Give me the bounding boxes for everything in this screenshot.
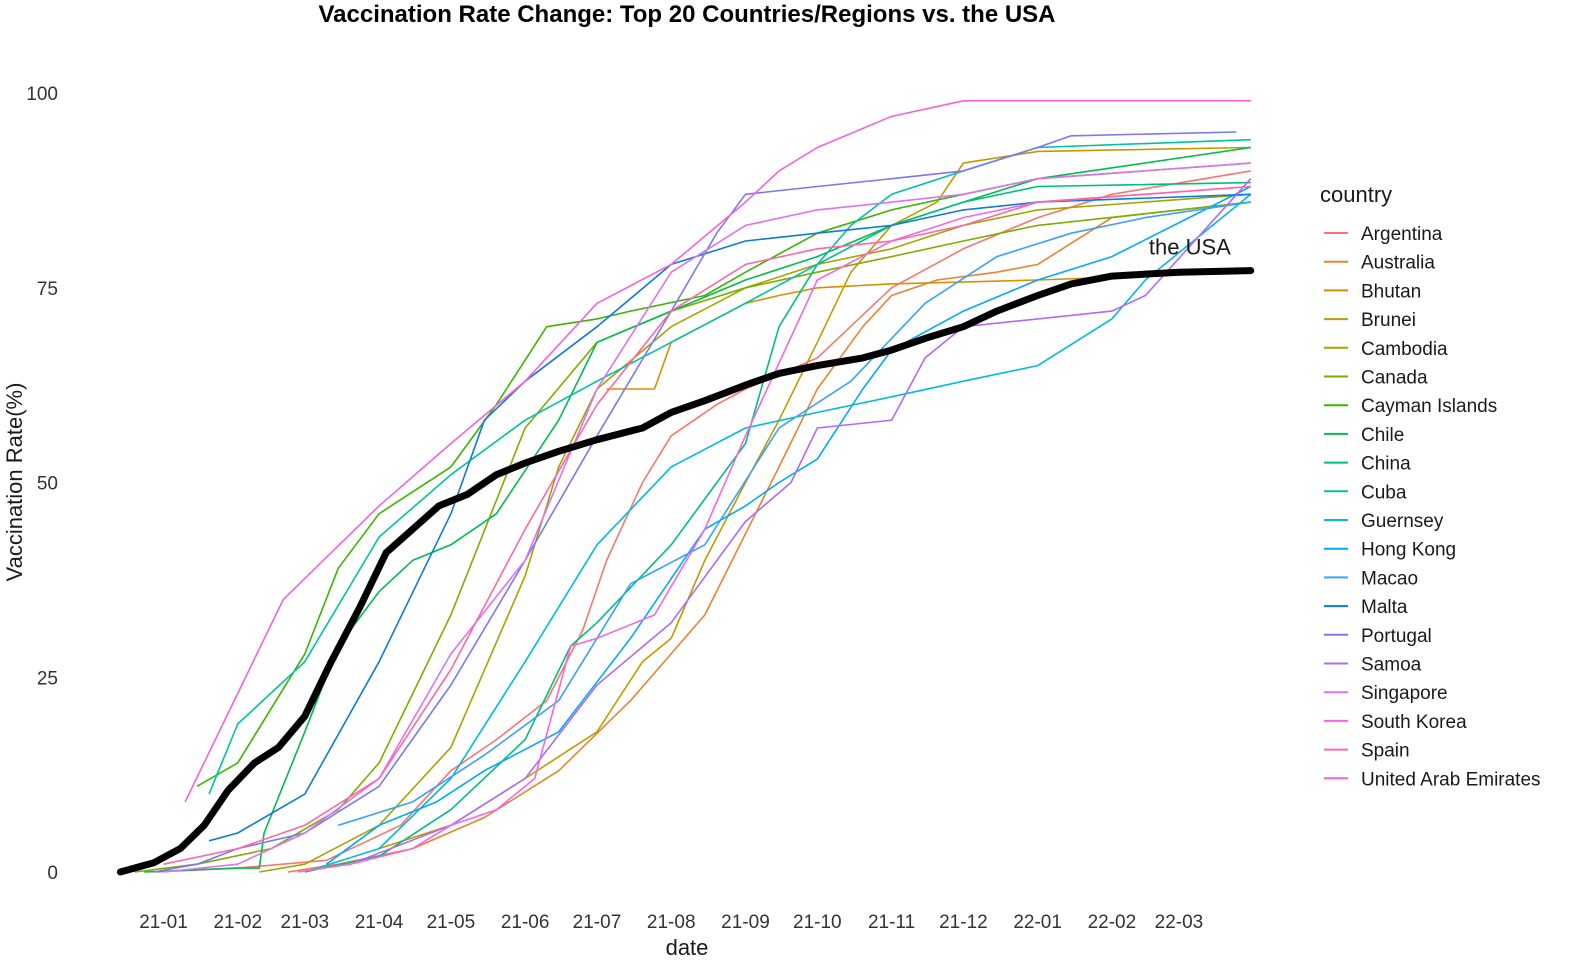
usa-annotation: the USA xyxy=(1149,235,1231,260)
legend-label: United Arab Emirates xyxy=(1361,769,1541,790)
legend-label: Argentina xyxy=(1361,224,1443,245)
x-tick-label: 21-11 xyxy=(868,912,915,933)
legend-label: China xyxy=(1361,454,1411,475)
x-tick-label: 21-08 xyxy=(647,912,696,933)
series-line-cayman-islands xyxy=(196,162,1251,787)
x-tick-label: 21-09 xyxy=(721,912,770,933)
series-line-south-korea xyxy=(297,185,1251,873)
y-tick-label: 25 xyxy=(37,668,58,689)
y-tick-label: 0 xyxy=(47,863,58,884)
legend-label: South Korea xyxy=(1361,712,1467,733)
legend-label: Spain xyxy=(1361,741,1410,762)
legend-label: Brunei xyxy=(1361,310,1416,331)
legend-label: Portugal xyxy=(1361,626,1432,647)
series-line-samoa xyxy=(350,178,1252,865)
y-axis-label: Vaccination Rate(%) xyxy=(2,383,27,582)
legend-label: Samoa xyxy=(1361,655,1422,676)
y-tick-label: 50 xyxy=(37,474,58,495)
legend-label: Malta xyxy=(1361,597,1408,618)
x-tick-label: 21-03 xyxy=(281,912,330,933)
legend-label: Canada xyxy=(1361,368,1428,389)
x-tick-label: 21-02 xyxy=(213,912,262,933)
series-line-hong-kong xyxy=(325,185,1252,865)
series-line-singapore xyxy=(163,162,1251,873)
y-tick-label: 100 xyxy=(26,84,58,105)
x-tick-label: 21-05 xyxy=(427,912,476,933)
x-tick-label: 21-10 xyxy=(793,912,842,933)
legend-label: Cambodia xyxy=(1361,339,1448,360)
series-line-malta xyxy=(208,193,1251,842)
series-line-macao xyxy=(338,201,1251,827)
x-tick-label: 22-03 xyxy=(1155,912,1204,933)
x-tick-label: 22-02 xyxy=(1088,912,1137,933)
legend-label: Bhutan xyxy=(1361,281,1421,302)
series-line-spain xyxy=(163,185,1251,865)
legend-label: Australia xyxy=(1361,253,1435,274)
series-line-cuba xyxy=(208,138,1251,795)
series-line-the-usa xyxy=(116,267,1255,876)
legend-label: Singapore xyxy=(1361,683,1448,704)
usa-highlight: the USA xyxy=(116,235,1255,876)
x-axis-ticks: 21-01 21-02 21-03 21-04 21-05 21-06 21-07 21-08… xyxy=(139,912,1203,933)
series-line-portugal xyxy=(153,131,1237,873)
y-axis-ticks: 0 25 50 75 100 xyxy=(26,84,58,884)
x-tick-label: 22-01 xyxy=(1013,912,1062,933)
legend-title: country xyxy=(1320,182,1392,207)
legend: country Argentina Australia Bhutan Brunei Ca… xyxy=(1320,182,1541,790)
x-tick-label: 21-04 xyxy=(355,912,404,933)
legend-label: Hong Kong xyxy=(1361,540,1456,561)
chart-title: Vaccination Rate Change: Top 20 Countrie… xyxy=(318,1,1055,28)
series-lines xyxy=(134,100,1252,873)
x-tick-label: 21-07 xyxy=(573,912,622,933)
series-line-australia xyxy=(287,201,1251,873)
legend-label: Macao xyxy=(1361,568,1418,589)
series-line-bhutan xyxy=(606,271,1251,390)
x-axis-label: date xyxy=(666,935,709,960)
legend-label: Guernsey xyxy=(1361,511,1444,532)
series-line-guernsey xyxy=(304,193,1252,873)
x-tick-label: 21-01 xyxy=(139,912,188,933)
x-tick-label: 21-06 xyxy=(501,912,550,933)
legend-label: Cuba xyxy=(1361,482,1407,503)
series-line-united-arab-emirates xyxy=(184,100,1251,803)
x-tick-label: 21-12 xyxy=(939,912,988,933)
series-line-brunei xyxy=(378,146,1251,850)
series-line-argentina xyxy=(156,170,1251,873)
legend-label: Chile xyxy=(1361,425,1404,446)
y-tick-label: 75 xyxy=(37,279,58,300)
legend-label: Cayman Islands xyxy=(1361,396,1497,417)
series-line-china xyxy=(304,181,1251,873)
